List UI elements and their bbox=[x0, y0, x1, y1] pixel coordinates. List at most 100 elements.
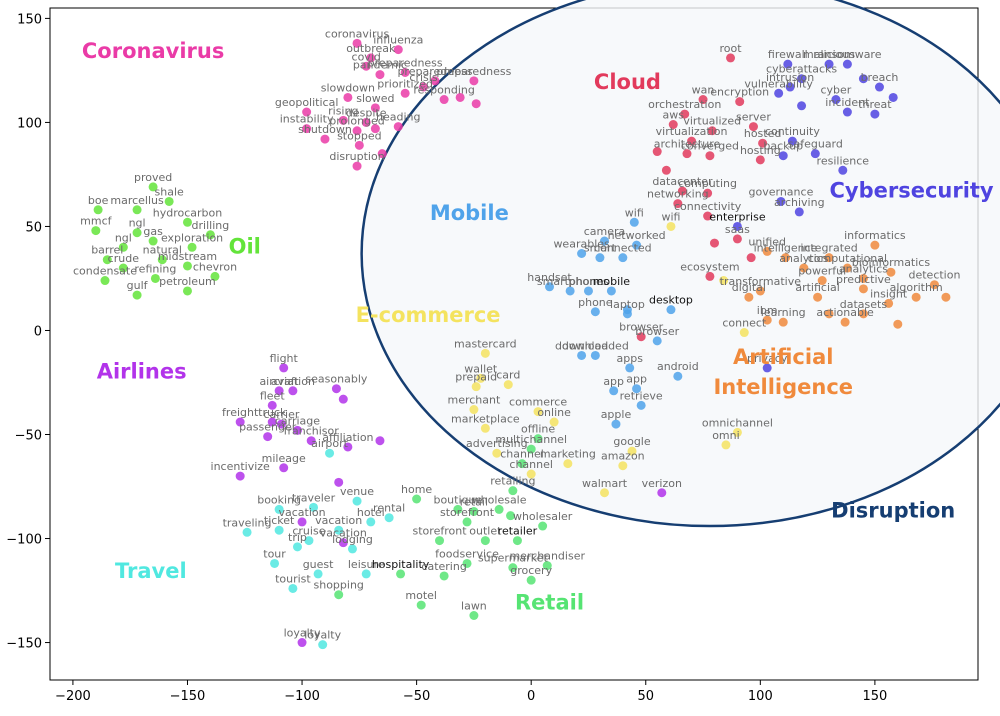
data-point bbox=[625, 363, 635, 373]
point-label: privacy bbox=[747, 352, 788, 365]
point-label: slowdown bbox=[321, 81, 375, 94]
data-point bbox=[840, 317, 850, 327]
point-label: converged bbox=[681, 140, 739, 153]
point-label: slowed bbox=[356, 92, 394, 105]
data-point bbox=[182, 286, 192, 296]
point-label: pandemic bbox=[353, 59, 407, 72]
point-label: foodservice bbox=[435, 547, 499, 560]
point-label: outbreak bbox=[346, 42, 396, 55]
data-point bbox=[817, 276, 827, 286]
data-point bbox=[590, 307, 600, 317]
point-label: wearables bbox=[553, 237, 610, 250]
x-tick-label: −150 bbox=[170, 689, 206, 704]
data-point bbox=[480, 348, 490, 358]
data-point bbox=[583, 286, 593, 296]
data-point bbox=[288, 386, 298, 396]
point-label: informatics bbox=[844, 229, 906, 242]
data-point bbox=[492, 448, 502, 458]
data-point bbox=[471, 382, 481, 392]
data-point bbox=[549, 417, 559, 427]
data-point bbox=[506, 511, 516, 521]
data-point bbox=[797, 101, 807, 111]
cluster-label: Coronavirus bbox=[82, 39, 224, 63]
point-label: cyber bbox=[821, 84, 852, 97]
data-point bbox=[874, 82, 884, 92]
point-label: app bbox=[626, 373, 647, 386]
point-label: browser bbox=[619, 321, 663, 334]
data-point bbox=[292, 542, 302, 552]
data-point bbox=[870, 240, 880, 250]
point-label: wallet bbox=[464, 362, 498, 375]
point-label: detection bbox=[908, 269, 960, 282]
point-label: ngl bbox=[129, 217, 146, 230]
data-point bbox=[776, 196, 786, 206]
x-tick-label: −100 bbox=[284, 689, 320, 704]
data-point bbox=[783, 59, 793, 69]
data-point bbox=[884, 298, 894, 308]
point-label: crisis bbox=[409, 71, 437, 84]
data-point bbox=[320, 134, 330, 144]
point-label: networking bbox=[647, 188, 709, 201]
data-point bbox=[453, 504, 463, 514]
point-label: responding bbox=[413, 84, 474, 97]
data-point bbox=[270, 558, 280, 568]
data-point bbox=[858, 273, 868, 283]
point-label: computing bbox=[678, 177, 737, 190]
point-label: unified bbox=[748, 235, 786, 248]
point-label: ecosystem bbox=[680, 260, 739, 273]
point-label: bioinformatics bbox=[852, 256, 931, 269]
point-label: carriage bbox=[275, 414, 320, 427]
data-point bbox=[469, 611, 479, 621]
data-point bbox=[132, 290, 142, 300]
data-point bbox=[941, 292, 951, 302]
y-tick-label: 50 bbox=[25, 220, 42, 235]
point-label: franchisor bbox=[284, 425, 340, 438]
point-label: phones bbox=[568, 275, 608, 288]
point-label: artificial bbox=[795, 281, 839, 294]
data-point bbox=[313, 569, 323, 579]
data-point bbox=[606, 286, 616, 296]
data-point bbox=[627, 446, 637, 456]
point-label: gas bbox=[143, 225, 163, 238]
point-label: drilling bbox=[192, 219, 230, 232]
point-label: wan bbox=[692, 84, 715, 97]
point-label: vulnerability bbox=[744, 77, 813, 90]
data-point bbox=[150, 273, 160, 283]
data-point bbox=[182, 261, 192, 271]
data-point bbox=[533, 434, 543, 444]
data-point bbox=[563, 459, 573, 469]
data-point bbox=[595, 253, 605, 263]
point-label: browser bbox=[635, 325, 679, 338]
data-point bbox=[393, 45, 403, 55]
data-point bbox=[274, 386, 284, 396]
data-point bbox=[354, 140, 364, 150]
data-point bbox=[748, 122, 758, 132]
point-label: covid bbox=[352, 50, 381, 63]
point-label: channel bbox=[509, 458, 553, 471]
data-point bbox=[439, 571, 449, 581]
data-point bbox=[677, 186, 687, 196]
point-label: carrier bbox=[263, 408, 299, 421]
point-label: booking bbox=[257, 493, 301, 506]
point-label: integrated bbox=[800, 242, 857, 255]
data-point bbox=[842, 59, 852, 69]
data-point bbox=[205, 230, 215, 240]
data-point bbox=[393, 122, 403, 132]
data-point bbox=[347, 544, 357, 554]
point-label: hosted bbox=[744, 127, 782, 140]
point-label: backup bbox=[763, 140, 803, 153]
data-point bbox=[334, 477, 344, 487]
disruption-label: Disruption bbox=[831, 499, 955, 523]
point-label: connectivity bbox=[674, 200, 742, 213]
data-point bbox=[611, 419, 621, 429]
data-point bbox=[242, 527, 252, 537]
data-point bbox=[590, 350, 600, 360]
data-point bbox=[755, 155, 765, 165]
point-label: tourist bbox=[275, 572, 311, 585]
data-point bbox=[400, 67, 410, 77]
point-labels: coronavirusinfluenzaoutbreakcovidpandemi… bbox=[73, 27, 960, 641]
data-point bbox=[719, 276, 729, 286]
data-point bbox=[276, 419, 286, 429]
data-point bbox=[91, 226, 101, 236]
